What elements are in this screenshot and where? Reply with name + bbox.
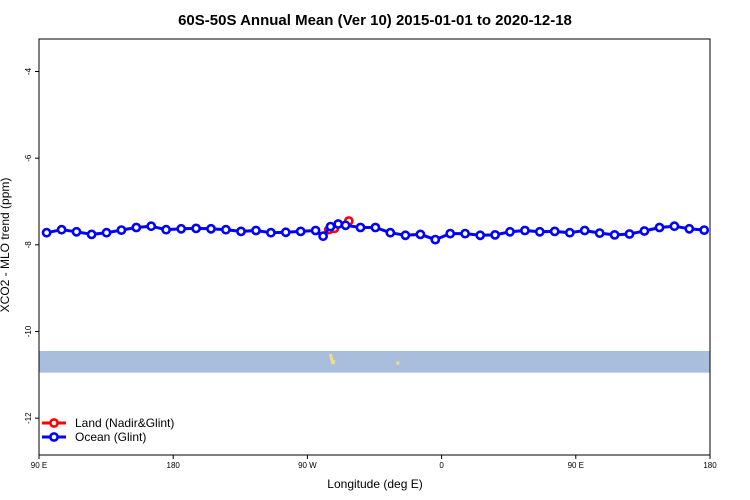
land-speck: [329, 353, 333, 357]
data-point-ocean-glint: [176, 223, 187, 234]
data-point-ocean-glint: [594, 228, 605, 238]
data-point-ocean-glint: [236, 226, 246, 237]
data-point-ocean-glint: [56, 224, 67, 235]
data-point-ocean-glint: [475, 230, 486, 241]
data-point-ocean-glint: [699, 225, 710, 235]
legend-marker-land-nadir-glint: [49, 418, 59, 428]
data-point-ocean-glint: [86, 229, 97, 240]
data-point-ocean-glint: [220, 224, 231, 235]
data-point-ocean-glint: [624, 229, 635, 239]
data-point-ocean-glint: [415, 229, 426, 240]
land-speck: [396, 361, 400, 365]
data-point-ocean-glint: [101, 227, 112, 238]
data-point-ocean-glint: [505, 226, 515, 237]
y-axis: -4 -6 -8 -10 -12: [24, 67, 39, 424]
chart-title: 60S-50S Annual Mean (Ver 10) 2015-01-01 …: [178, 12, 572, 29]
y-tick-label: -4: [24, 67, 33, 75]
data-point-ocean-glint: [116, 225, 127, 235]
data-point-ocean-glint: [579, 225, 590, 236]
data-point-ocean-glint: [340, 220, 351, 231]
x-tick-label: 90 E: [568, 461, 584, 470]
x-axis-label: Longitude (deg E): [327, 477, 422, 491]
data-point-ocean-glint: [71, 226, 82, 237]
data-point-ocean-glint: [318, 231, 328, 242]
legend: Land (Nadir&Glint)Ocean (Glint): [42, 416, 174, 444]
data-point-ocean-glint: [206, 223, 216, 234]
data-point-ocean-glint: [161, 224, 171, 235]
y-axis-label: XCO2 - MLO trend (ppm): [0, 178, 12, 313]
legend-marker-ocean-glint: [49, 432, 59, 442]
data-point-ocean-glint: [684, 223, 695, 234]
data-point-ocean-glint: [310, 225, 321, 236]
x-tick-label: 0: [439, 461, 444, 470]
plot-area: [39, 216, 710, 373]
x-tick-label: 180: [703, 461, 717, 470]
x-axis: 90 E 180 90 W 0 90 E 180: [31, 455, 717, 470]
data-point-ocean-glint: [385, 227, 396, 238]
data-point-ocean-glint: [370, 222, 381, 233]
data-point-ocean-glint: [191, 223, 201, 234]
data-point-ocean-glint: [564, 227, 575, 238]
data-point-ocean-glint: [445, 228, 456, 239]
data-point-ocean-glint: [639, 226, 650, 236]
data-point-ocean-glint: [460, 228, 470, 239]
data-point-ocean-glint: [400, 230, 411, 241]
data-point-ocean-glint: [251, 225, 261, 236]
y-tick-label: -6: [24, 154, 33, 162]
data-point-ocean-glint: [669, 221, 680, 232]
legend-label: Land (Nadir&Glint): [75, 416, 174, 430]
data-point-ocean-glint: [654, 222, 665, 233]
data-point-ocean-glint: [325, 221, 336, 232]
data-point-ocean-glint: [146, 221, 157, 232]
y-tick-label: -10: [24, 325, 33, 337]
data-point-ocean-glint: [280, 227, 291, 238]
data-point-ocean-glint: [520, 225, 530, 236]
data-point-ocean-glint: [295, 226, 306, 237]
land-speck: [329, 356, 333, 360]
data-point-ocean-glint: [549, 226, 560, 237]
data-point-ocean-glint: [131, 222, 142, 233]
data-point-ocean-glint: [534, 226, 545, 237]
plot-frame: [38, 38, 711, 456]
data-point-ocean-glint: [609, 229, 620, 240]
x-tick-label: 90 W: [298, 461, 317, 470]
data-point-ocean-glint: [430, 234, 441, 245]
y-tick-label: -12: [24, 412, 33, 424]
data-point-ocean-glint: [41, 227, 52, 238]
map-band: [39, 351, 710, 373]
data-point-ocean-glint: [333, 219, 344, 229]
y-tick-label: -8: [24, 241, 33, 249]
land-speck: [332, 360, 336, 364]
legend-label: Ocean (Glint): [75, 430, 146, 444]
x-tick-label: 90 E: [31, 461, 47, 470]
data-point-ocean-glint: [265, 227, 276, 238]
data-point-ocean-glint: [490, 229, 500, 240]
x-tick-label: 180: [167, 461, 181, 470]
data-point-ocean-glint: [355, 222, 366, 233]
